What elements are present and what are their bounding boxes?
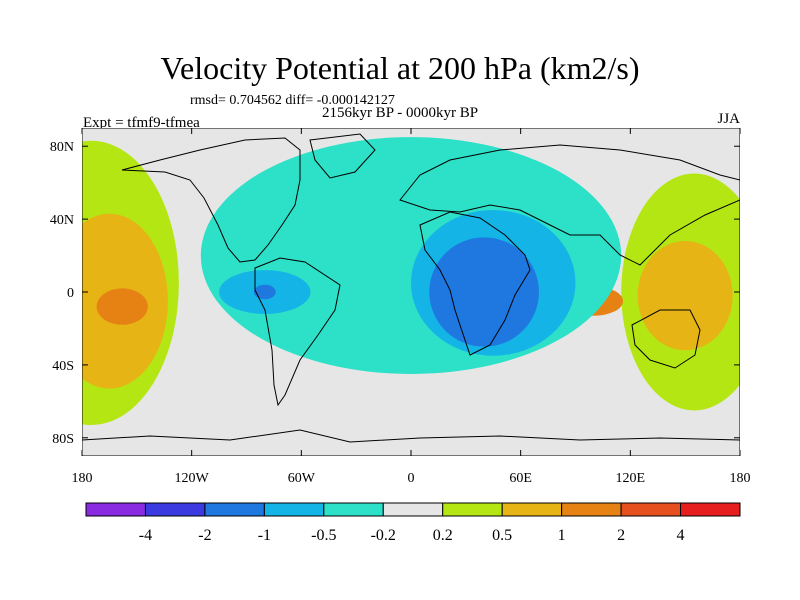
colorbar-label: 4	[677, 527, 685, 544]
eurasia-outline	[399, 144, 740, 266]
y-tick-label: 40S	[52, 359, 74, 374]
region-america-core	[253, 284, 276, 300]
x-tick-label: 60E	[509, 471, 532, 486]
continent-outlines	[82, 133, 740, 443]
colorbar-swatch	[144, 502, 206, 517]
colorbar-label: 0.5	[492, 527, 512, 544]
y-tick-label: 80N	[50, 140, 74, 155]
y-tick-label: 80S	[52, 432, 74, 447]
region-west-pacific-peak	[96, 288, 148, 325]
colorbar-swatch	[323, 502, 384, 517]
colorbar-swatch	[620, 502, 682, 517]
colorbar-label: -0.2	[371, 527, 396, 544]
y-tick-label: 0	[67, 286, 74, 301]
x-tick-label: 180	[730, 471, 751, 486]
period-label: 2156kyr BP - 0000kyr BP	[321, 105, 479, 121]
colorbar-label: -0.5	[311, 527, 336, 544]
colorbar: -4 -2 -1 -0.5 -0.2 0.2 0.5 1 2 4	[85, 502, 741, 544]
africa-outline	[419, 211, 531, 356]
colorbar-swatch	[382, 502, 444, 517]
colorbar-label: 1	[558, 527, 566, 544]
x-tick-label: 60W	[288, 471, 316, 486]
contour-regions	[82, 137, 740, 425]
experiment-label: Expt = tfmf9-tfmea	[83, 115, 200, 131]
chart-title: Velocity Potential at 200 hPa (km2/s)	[160, 50, 640, 86]
colorbar-label: 0.2	[433, 527, 453, 544]
y-tick-label: 40N	[50, 213, 74, 228]
colorbar-label: -2	[198, 527, 211, 544]
x-tick-label: 180	[72, 471, 93, 486]
south-america-outline	[254, 257, 341, 407]
greenland-outline	[309, 133, 376, 179]
y-axis: 80N 40N 0 40S 80S	[50, 140, 740, 447]
north-america-outline	[121, 137, 301, 263]
colorbar-swatch	[680, 502, 741, 517]
colorbar-swatch	[442, 502, 503, 517]
colorbar-swatch	[561, 502, 622, 517]
colorbar-label: -1	[258, 527, 271, 544]
season-label: JJA	[717, 111, 740, 127]
colorbar-swatch	[204, 502, 265, 517]
colorbar-swatch	[85, 502, 146, 517]
region-east-pacific-core	[637, 240, 733, 351]
colorbar-swatch	[501, 502, 563, 517]
australia-outline	[631, 309, 701, 369]
colorbar-label: 2	[617, 527, 625, 544]
x-tick-label: 0	[408, 471, 415, 486]
colorbar-swatch	[263, 502, 325, 517]
x-tick-label: 120W	[175, 471, 210, 486]
colorbar-label: -4	[139, 527, 152, 544]
region-africa-core	[429, 237, 539, 347]
map-area	[82, 128, 740, 456]
stats-text: rmsd= 0.704562 diff= -0.000142127	[190, 93, 395, 108]
x-tick-label: 120E	[616, 471, 646, 486]
antarctica-outline	[82, 429, 740, 443]
x-axis: 180 120W 60W 0 60E 120E 180	[72, 128, 751, 486]
